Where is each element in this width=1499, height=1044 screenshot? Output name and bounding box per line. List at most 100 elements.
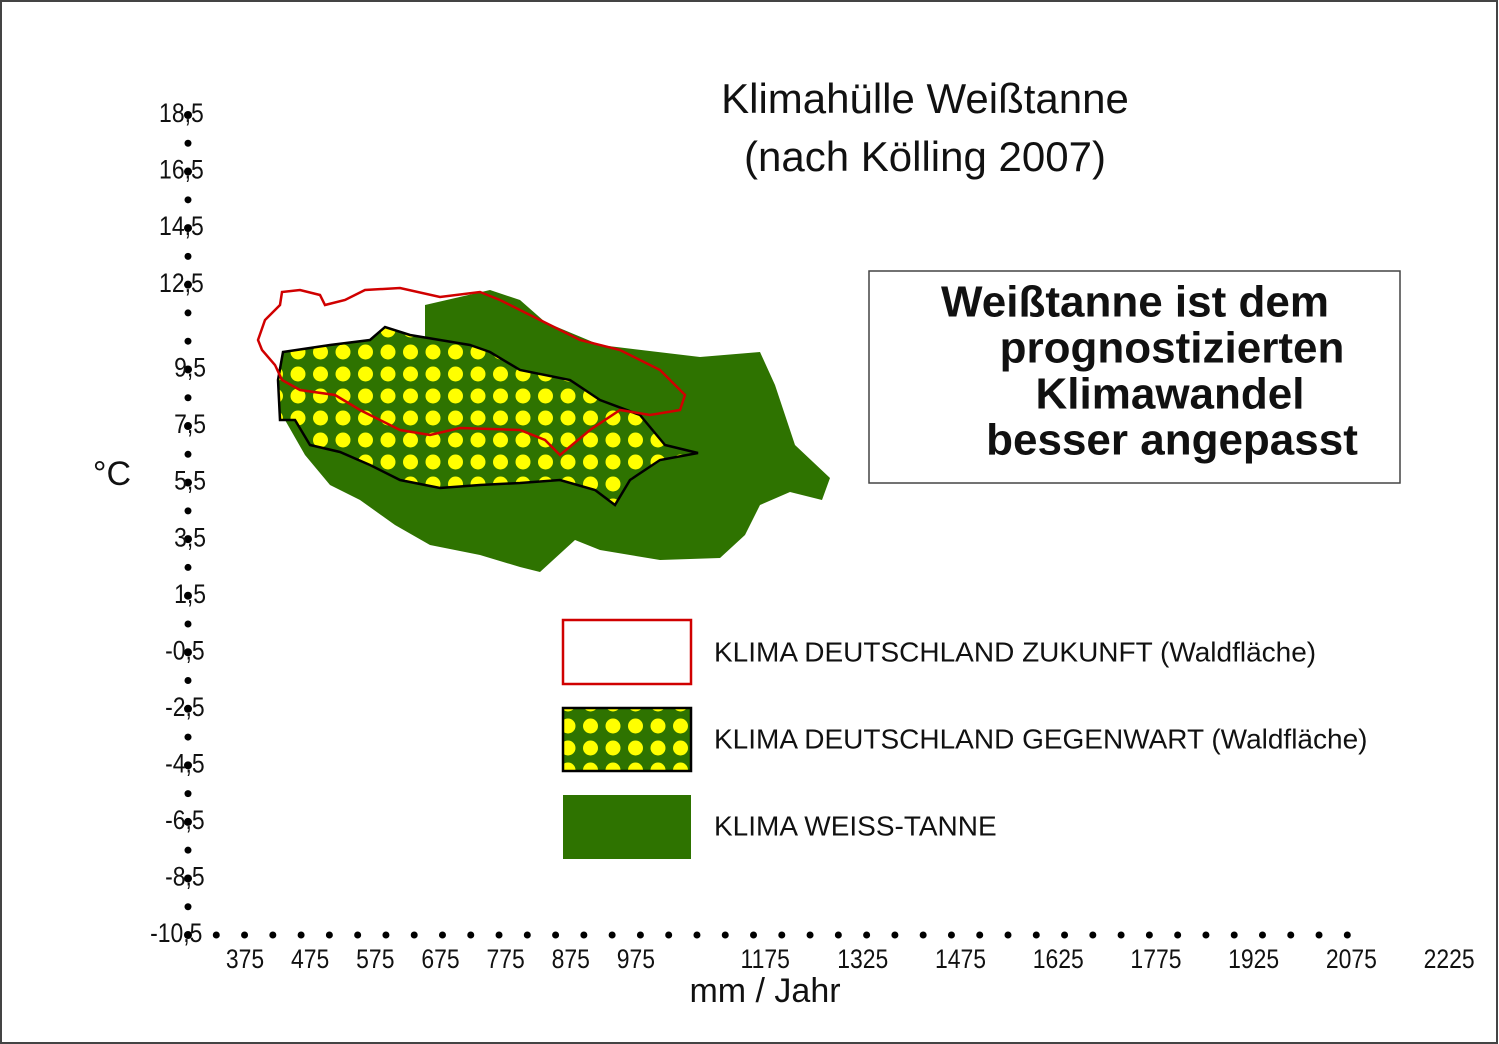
y-tick-label: 1,5 [174, 579, 206, 609]
legend-swatch [561, 618, 693, 686]
axis-dot [1061, 931, 1069, 939]
axis-dot [1004, 931, 1012, 939]
axis-dot [1089, 931, 1097, 939]
annotation: Klimawandel [1036, 370, 1305, 419]
axis-dot [1258, 931, 1266, 939]
x-tick-label: 1775 [1130, 944, 1181, 974]
axis-dot [184, 337, 192, 345]
annotation-box [868, 270, 1401, 484]
axis-dot [834, 931, 842, 939]
axis-dot [523, 931, 531, 939]
y-tick [184, 224, 192, 233]
y-tick [184, 931, 192, 939]
annotation: Weißtanne ist dem [941, 278, 1329, 327]
y-tick-label: 9,5 [174, 353, 206, 383]
y-tick [184, 761, 192, 770]
axis-dot [806, 931, 814, 939]
axis-dot [184, 139, 192, 147]
axis-dot [467, 931, 475, 939]
y-tick-label: 16,5 [159, 155, 204, 185]
y-tick [184, 704, 192, 713]
zukunft-area [256, 286, 687, 457]
axis-dot [863, 931, 871, 939]
x-tick-label: 975 [617, 944, 655, 974]
axis-dot [410, 931, 418, 939]
axis-dot [750, 931, 758, 939]
y-tick-label: 5,5 [174, 466, 206, 496]
axis-dot [693, 931, 701, 939]
annotation: prognostizierten [1000, 324, 1345, 373]
y-tick [184, 874, 192, 883]
axis-dot [665, 931, 673, 939]
axis-dot [184, 903, 192, 911]
x-tick-label: 1175 [741, 944, 790, 974]
x-tick-label: 1625 [1033, 944, 1084, 974]
x-tick-label: 1925 [1228, 944, 1279, 974]
axis-dot [778, 931, 786, 939]
axis-dot [184, 309, 192, 317]
x-tick-label: 2225 [1424, 944, 1475, 974]
axis-dot [184, 507, 192, 515]
legend-label: KLIMA DEUTSCHLAND ZUKUNFT (Waldfläche) [714, 636, 1316, 667]
y-tick [184, 535, 192, 544]
x-axis-label: mm / Jahr [689, 972, 840, 1010]
axis-dot [891, 931, 899, 939]
chart-title: Klimahülle Weißtanne [721, 75, 1129, 122]
gegenwart-area [276, 325, 699, 507]
x-tick-label: 475 [291, 944, 329, 974]
axis-dot [947, 931, 955, 939]
y-tick-label: 14,5 [159, 212, 204, 242]
axis-dot [580, 931, 588, 939]
y-tick [184, 478, 192, 487]
axis-dot [1032, 931, 1040, 939]
x-tick-label: 675 [421, 944, 459, 974]
y-tick-label: -6,5 [165, 805, 205, 835]
y-tick [184, 167, 192, 176]
legend-swatch [561, 706, 693, 773]
y-tick-label: 7,5 [174, 409, 206, 439]
y-tick-label: 12,5 [159, 268, 204, 298]
y-tick [184, 817, 192, 826]
axis-dot [354, 931, 362, 939]
axis-dot [184, 790, 192, 798]
y-tick [184, 422, 192, 431]
axis-dot [1287, 931, 1295, 939]
x-tick-label: 2075 [1326, 944, 1377, 974]
axis-dot [1343, 931, 1351, 939]
annotation: besser angepasst [986, 416, 1358, 465]
axis-dot [1117, 931, 1125, 939]
axis-dot [184, 252, 192, 260]
axis-dot [184, 846, 192, 854]
y-tick [184, 365, 192, 374]
axis-dot [184, 677, 192, 685]
axis-dot [1202, 931, 1210, 939]
axis-dot [721, 931, 729, 939]
axis-dot [1315, 931, 1323, 939]
axis-dot [976, 931, 984, 939]
axis-dot [184, 733, 192, 741]
chart-title: (nach Kölling 2007) [744, 133, 1106, 180]
x-tick-label: 575 [356, 944, 394, 974]
axis-dot [1145, 931, 1153, 939]
axis-dot [184, 450, 192, 458]
y-tick-label: -0,5 [165, 636, 205, 666]
y-tick-label: -2,5 [165, 692, 205, 722]
y-tick-label: -10,5 [150, 918, 202, 948]
y-tick [184, 111, 192, 119]
axis-dot [184, 394, 192, 402]
axis-dot [636, 931, 644, 939]
axis-dot [184, 196, 192, 204]
y-tick [184, 648, 192, 657]
y-tick-label: 3,5 [174, 523, 206, 553]
legend-label: KLIMA DEUTSCHLAND GEGENWART (Waldfläche) [714, 723, 1367, 754]
axis-dot [919, 931, 927, 939]
axis-dot [1174, 931, 1182, 939]
y-tick-label: 18,5 [159, 98, 204, 128]
x-tick-label: 375 [226, 944, 264, 974]
axis-dot [184, 563, 192, 571]
y-tick [184, 280, 192, 289]
x-tick-label: 1475 [935, 944, 986, 974]
axis-dot [297, 931, 305, 939]
